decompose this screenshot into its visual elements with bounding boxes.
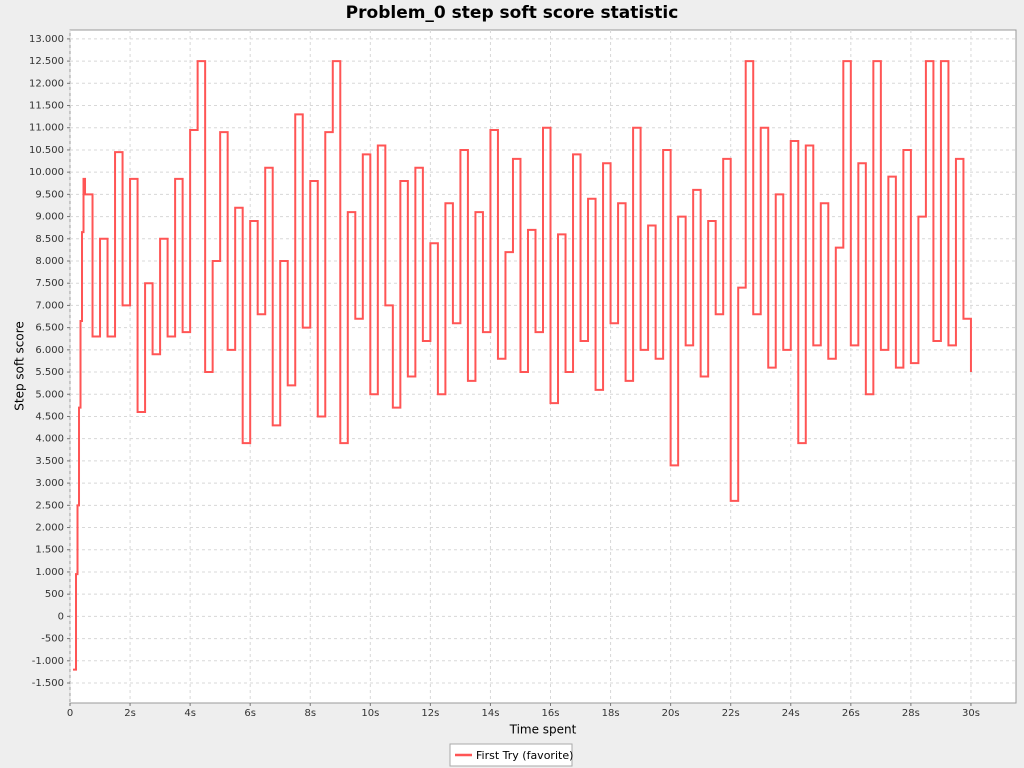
- y-tick-label: 1.500: [35, 545, 64, 556]
- y-tick-label: 4.000: [35, 434, 64, 445]
- y-tick-label: -500: [41, 634, 64, 645]
- y-tick-label: 3.000: [35, 478, 64, 489]
- y-tick-label: -1.000: [32, 656, 64, 667]
- step-line: [73, 60, 972, 671]
- x-tick-label: 30s: [962, 708, 980, 719]
- y-tick-label: 500: [45, 589, 64, 600]
- y-tick-label: 9.000: [35, 212, 64, 223]
- x-tick-label: 0: [67, 708, 73, 719]
- x-tick-label: 24s: [782, 708, 800, 719]
- x-tick-label: 2s: [124, 708, 136, 719]
- y-tick-label: 6.000: [35, 345, 64, 356]
- x-tick-label: 18s: [602, 708, 620, 719]
- y-tick-label: 12.500: [29, 56, 64, 67]
- x-tick-label: 12s: [421, 708, 439, 719]
- y-tick-label: 1.000: [35, 567, 64, 578]
- x-tick-label: 26s: [842, 708, 860, 719]
- y-tick-label: 9.500: [35, 189, 64, 200]
- y-tick-label: 10.500: [29, 145, 64, 156]
- x-tick-label: 4s: [184, 708, 196, 719]
- y-tick-label: 5.000: [35, 389, 64, 400]
- x-tick-label: 14s: [481, 708, 499, 719]
- x-axis-label: Time spent: [509, 723, 577, 737]
- y-tick-label: 2.500: [35, 500, 64, 511]
- legend-label: First Try (favorite): [476, 749, 573, 762]
- y-tick-label: 12.000: [29, 78, 64, 89]
- y-tick-label: 2.000: [35, 523, 64, 534]
- y-axis-label: Step soft score: [13, 321, 27, 411]
- y-tick-label: -1.500: [32, 678, 64, 689]
- y-tick-label: 8.000: [35, 256, 64, 267]
- y-tick-label: 7.000: [35, 300, 64, 311]
- x-tick-label: 20s: [662, 708, 680, 719]
- chart-title: Problem_0 step soft score statistic: [346, 3, 679, 23]
- x-tick-label: 10s: [361, 708, 379, 719]
- y-tick-label: 0: [58, 611, 64, 622]
- x-tick-label: 22s: [722, 708, 740, 719]
- y-tick-label: 7.500: [35, 278, 64, 289]
- y-tick-label: 6.500: [35, 323, 64, 334]
- y-tick-label: 8.500: [35, 234, 64, 245]
- x-tick-label: 6s: [244, 708, 256, 719]
- y-tick-label: 10.000: [29, 167, 64, 178]
- x-tick-label: 28s: [902, 708, 920, 719]
- y-tick-label: 3.500: [35, 456, 64, 467]
- y-tick-label: 13.000: [29, 34, 64, 45]
- y-tick-label: 11.500: [29, 101, 64, 112]
- x-tick-label: 16s: [542, 708, 560, 719]
- y-tick-label: 4.500: [35, 411, 64, 422]
- y-tick-label: 11.000: [29, 123, 64, 134]
- x-tick-label: 8s: [304, 708, 316, 719]
- y-tick-label: 5.500: [35, 367, 64, 378]
- legend: [449, 743, 573, 767]
